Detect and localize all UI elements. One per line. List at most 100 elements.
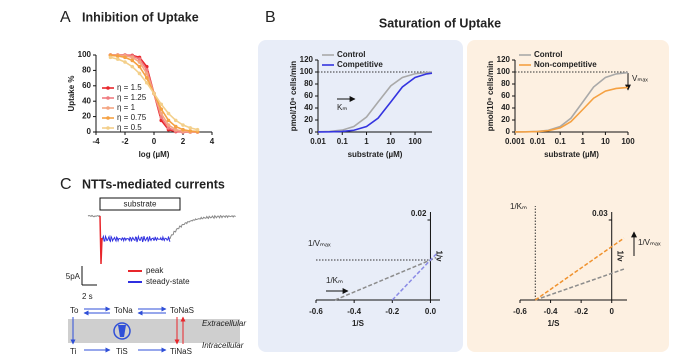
annotation: 1/Vₘₐₓ [638, 238, 661, 247]
x-tick-label: -0.2 [385, 307, 399, 316]
y-tick-label: 20 [304, 115, 313, 124]
legend-label: η = 1 [117, 103, 136, 112]
annotation: Kₘ [337, 103, 347, 112]
legend-marker [106, 86, 110, 90]
y-tick-label: 120 [300, 55, 314, 64]
series-line [534, 237, 625, 301]
marker [159, 107, 164, 111]
panel-bg [467, 40, 669, 352]
marker [152, 91, 156, 96]
y-tick-label: 120 [497, 55, 511, 64]
marker [181, 127, 185, 132]
y-tick-label: 0 [506, 127, 511, 136]
annotation: Vₘₐₓ [632, 74, 648, 83]
x-tick-label: 0 [152, 137, 157, 146]
y-axis-label: pmol/10⁶ cells/min [486, 61, 495, 131]
state: TiS [116, 347, 128, 356]
marker [144, 71, 149, 76]
marker [108, 55, 113, 60]
panel-bg [258, 40, 463, 352]
scale-label: 2 s [82, 292, 93, 301]
panel-label: C [60, 176, 72, 193]
marker [137, 57, 142, 61]
marker [137, 60, 142, 64]
x-tick-label: -2 [121, 137, 129, 146]
current-trace [87, 214, 101, 218]
marker [166, 123, 171, 127]
x-tick-label: 100 [408, 137, 422, 146]
scheme-arrows [70, 306, 186, 353]
marker [137, 64, 142, 69]
x-axis-label: substrate (µM) [348, 150, 403, 159]
state: To [70, 306, 79, 315]
x-tick-label: -0.2 [574, 307, 588, 316]
legend-marker [106, 106, 110, 110]
x-axis-label: 1/S [547, 319, 560, 328]
x-axis-label: log (µM) [139, 150, 170, 159]
current-trace [169, 214, 236, 240]
stimulus-label: substrate [124, 200, 157, 209]
marker [173, 124, 178, 129]
x-tick-label: 0.01 [310, 137, 326, 146]
y-tick-label: 60 [501, 91, 510, 100]
chart-title: NTTs-mediated currents [82, 177, 225, 191]
y-tick-label: 40 [501, 103, 510, 112]
marker [195, 127, 200, 132]
series-line [334, 256, 437, 301]
legend-label: η = 0.5 [117, 123, 142, 132]
marker [159, 111, 164, 116]
y-tick-label: 0 [309, 127, 314, 136]
y-tick-label: 20 [82, 112, 91, 121]
y-tick-label: 60 [304, 91, 313, 100]
legend-marker [106, 126, 110, 130]
marker [115, 57, 120, 61]
marker [173, 127, 178, 132]
legend-marker [106, 116, 110, 120]
marker [188, 129, 193, 133]
state: ToNa [114, 306, 133, 315]
side-label: Extracellular [202, 319, 246, 328]
membrane [68, 319, 240, 343]
y-tick-label: 100 [497, 67, 511, 76]
legend-marker [106, 96, 110, 100]
y-tick-label: 40 [82, 96, 91, 105]
state: ToNaS [170, 306, 194, 315]
x-tick-label: 0.1 [337, 137, 349, 146]
y-axis-label: pmol/10⁶ cells/min [289, 61, 298, 131]
marker [166, 126, 171, 130]
legend-label: Control [337, 50, 365, 59]
marker [188, 126, 193, 130]
x-tick-label: 4 [210, 137, 215, 146]
y-tick-label: 40 [304, 103, 313, 112]
x-tick-label: 10 [601, 137, 610, 146]
y-tick-label: 100 [78, 50, 92, 59]
chart-title: Inhibition of Uptake [82, 10, 199, 24]
y-tick-label: 60 [82, 81, 91, 90]
y-axis-label: 1/v [616, 250, 625, 262]
marker [166, 111, 171, 116]
marker [123, 60, 127, 64]
side-label: Intracellular [202, 341, 244, 350]
scale-label: 5pA [66, 272, 81, 281]
x-tick-label: 100 [621, 137, 635, 146]
marker [130, 64, 135, 69]
annotation: 1/Kₘ [326, 276, 343, 285]
marker [144, 76, 149, 80]
y-tick-label: 100 [300, 67, 314, 76]
series-line [535, 268, 625, 301]
y-tick-label: 0.03 [592, 209, 608, 218]
stimulus-bar [99, 197, 181, 211]
current-peak [99, 215, 103, 265]
series-line [514, 86, 629, 133]
annotation: 1/Kₘ [510, 202, 527, 211]
x-tick-label: 2 [181, 137, 186, 146]
marker [166, 118, 171, 123]
panel-label: A [60, 9, 71, 26]
x-tick-label: -0.6 [513, 307, 527, 316]
x-tick-label: 1 [581, 137, 586, 146]
legend-label: Control [534, 50, 562, 59]
x-tick-label: -0.6 [309, 307, 323, 316]
marker [130, 55, 135, 60]
legend-label: peak [146, 266, 164, 275]
